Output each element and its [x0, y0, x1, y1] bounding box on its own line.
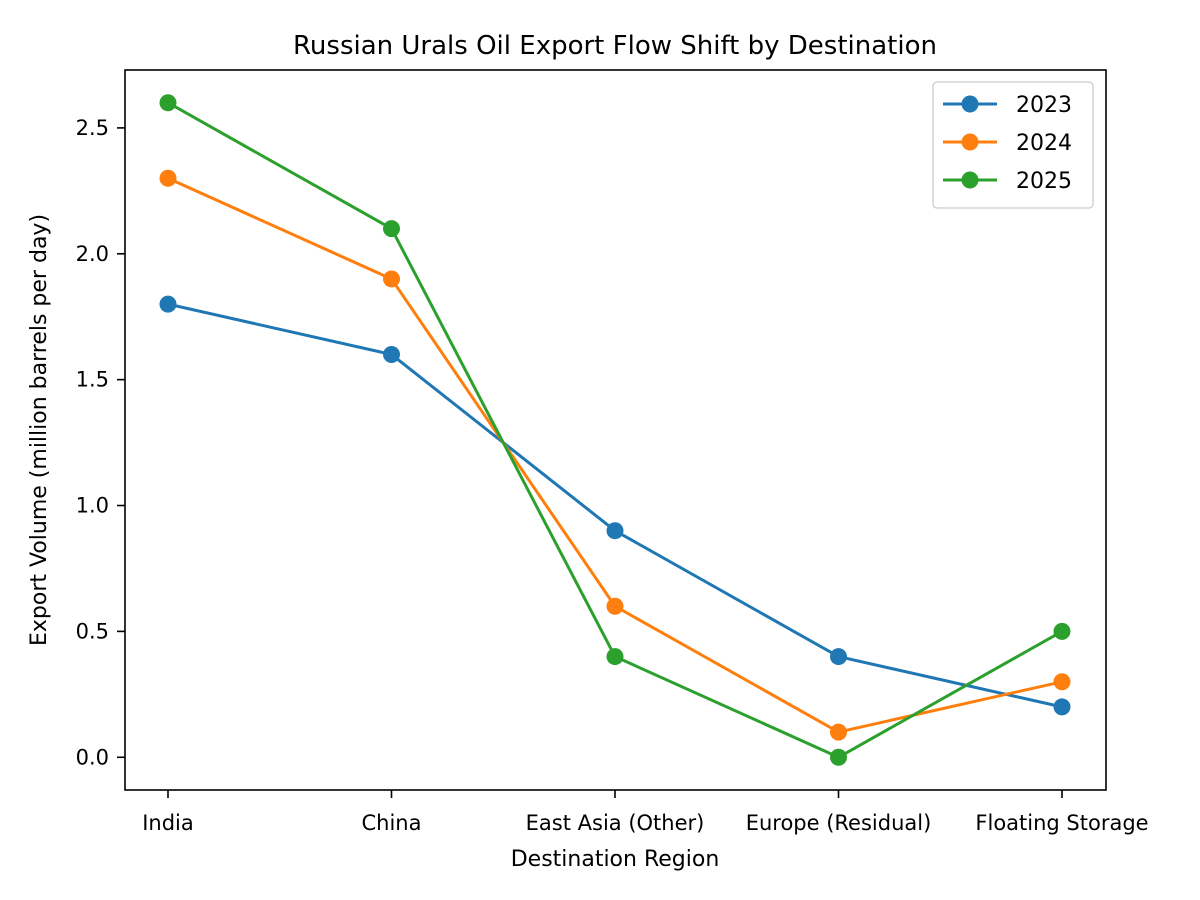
- data-point-2025-2: [606, 648, 624, 666]
- legend-label-2024: 2024: [1016, 131, 1072, 156]
- x-axis-label: Destination Region: [511, 847, 720, 872]
- x-tick-label: India: [142, 811, 194, 835]
- data-point-2025-1: [383, 220, 400, 238]
- data-point-2023-3: [830, 648, 847, 666]
- y-axis-label: Export Volume (million barrels per day): [27, 214, 52, 646]
- legend-items: 2023 2024 2025: [943, 93, 1072, 194]
- data-point-2025-3: [830, 748, 847, 766]
- data-point-2023-2: [606, 522, 624, 540]
- data-point-2024-4: [1053, 673, 1071, 691]
- x-tick-label: Europe (Residual): [746, 811, 932, 835]
- legend-marker-2025: [961, 171, 979, 189]
- y-tick-label: 1.5: [76, 368, 109, 392]
- legend-label-2023: 2023: [1016, 93, 1072, 118]
- y-tick-label: 2.0: [76, 242, 109, 266]
- data-point-2024-2: [606, 597, 624, 615]
- data-point-2025-0: [159, 94, 177, 112]
- x-tick-label: East Asia (Other): [526, 811, 705, 835]
- y-tick-label: 2.5: [76, 116, 109, 140]
- y-tick-label: 0.0: [76, 745, 109, 769]
- chart-title: Russian Urals Oil Export Flow Shift by D…: [293, 31, 937, 61]
- y-tick-label: 1.0: [76, 494, 109, 518]
- x-tick-label: Floating Storage: [975, 811, 1148, 835]
- legend: 2023 2024 2025: [932, 81, 1094, 209]
- series-line-2023: [166, 302, 1064, 709]
- series-layer: [159, 94, 1071, 766]
- ticks-layer: India China East Asia (Other) Europe (Resid…: [76, 116, 1149, 835]
- plot-area-frame: [124, 69, 1107, 791]
- data-point-2023-1: [383, 345, 400, 363]
- data-point-2024-0: [159, 169, 177, 187]
- data-point-2023-0: [159, 295, 177, 313]
- legend-marker-2024: [961, 133, 979, 151]
- legend-marker-2023: [961, 95, 979, 113]
- x-tick-label: China: [362, 811, 422, 835]
- legend-label-2025: 2025: [1016, 169, 1072, 194]
- data-point-2023-4: [1053, 698, 1071, 716]
- data-point-2025-4: [1053, 622, 1071, 640]
- y-tick-label: 0.5: [76, 619, 109, 643]
- data-point-2024-3: [830, 723, 847, 741]
- data-point-2024-1: [383, 270, 400, 288]
